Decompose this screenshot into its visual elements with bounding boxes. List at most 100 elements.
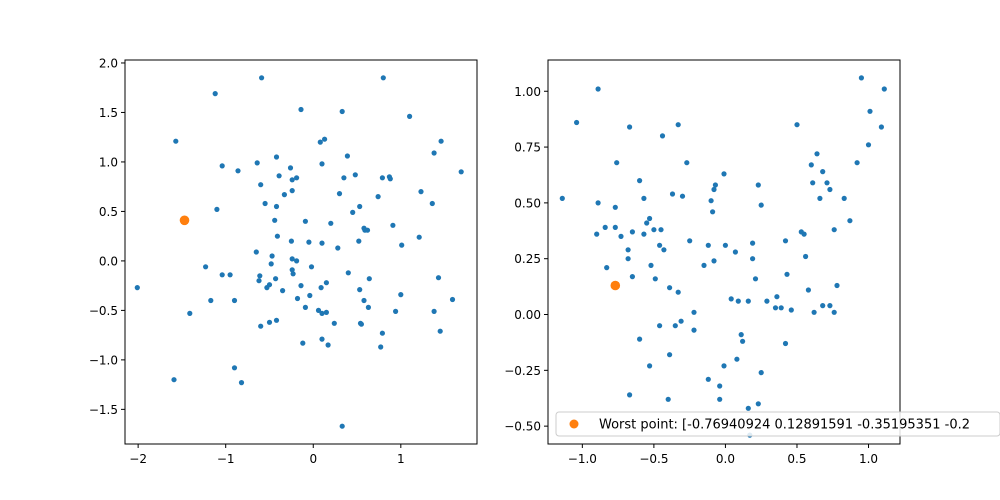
left-scatter-point [288, 238, 294, 244]
left-scatter-point [341, 175, 347, 181]
right-scatter-point [672, 323, 678, 329]
right-scatter-point [834, 282, 840, 289]
left-scatter-point [328, 220, 334, 226]
left-y-tick-label: −1.0 [89, 353, 118, 367]
left-scatter-point [350, 209, 356, 215]
right-scatter-point [625, 256, 631, 262]
right-scatter-point [782, 340, 789, 347]
left-scatter-point [331, 320, 337, 326]
right-scatter-point [594, 231, 600, 237]
right-scatter-point [722, 242, 729, 248]
right-scatter-point [667, 352, 673, 358]
left-scatter-point [365, 304, 371, 310]
right-scatter-point [691, 327, 697, 333]
right-scatter-point [854, 160, 860, 166]
left-scatter-point [380, 75, 386, 81]
left-y-tick-label: 0.0 [99, 254, 118, 268]
right-x-tick-label: 1.0 [859, 452, 878, 466]
left-scatter-point [315, 307, 322, 313]
right-scatter-point [687, 238, 693, 244]
left-scatter-point [281, 192, 287, 198]
left-scatter-point [258, 323, 264, 329]
left-y-tick-label: −1.5 [89, 403, 118, 417]
right-scatter-point [831, 309, 837, 315]
left-scatter-point [254, 160, 260, 166]
right-scatter-point [878, 124, 885, 130]
right-scatter-point [814, 151, 820, 157]
left-y-tick-label: 2.0 [99, 56, 118, 70]
left-y-tick-label: 0.5 [99, 205, 118, 219]
right-scatter-point [675, 289, 681, 295]
right-scatter-point [772, 305, 779, 311]
left-scatter-point [208, 297, 214, 304]
left-scatter-point [300, 340, 306, 346]
left-scatter-point [407, 113, 413, 119]
right-scatter-point [831, 227, 837, 233]
right-scatter-point [841, 195, 847, 201]
right-scatter-point [738, 332, 744, 338]
left-scatter-point [287, 165, 294, 171]
right-scatter-point [627, 124, 633, 130]
left-scatter-point [235, 168, 241, 174]
left-scatter-point [358, 321, 364, 327]
left-scatter-point [352, 172, 358, 178]
left-scatter-point [302, 218, 308, 224]
right-scatter-point [678, 318, 684, 324]
left-scatter-point [398, 292, 404, 298]
left-scatter-point [361, 297, 367, 304]
right-scatter-point [648, 262, 654, 268]
left-scatter-point [272, 217, 278, 223]
right-scatter-point [644, 220, 650, 226]
left-scatter-point [266, 319, 273, 325]
left-scatter-point [339, 423, 345, 429]
legend-label: Worst point: [-0.76940924 0.12891591 -0.… [599, 418, 970, 433]
right-y-tick-label: 1.00 [514, 85, 541, 99]
left-scatter-point [323, 280, 329, 286]
right-scatter-point [824, 180, 830, 186]
right-scatter-point [782, 238, 789, 244]
left-x-tick-label: −1 [217, 452, 235, 466]
right-scatter-point [752, 276, 759, 282]
left-scatter-point [325, 342, 331, 348]
right-scatter-point [810, 180, 816, 186]
left-scatter-point [379, 330, 385, 336]
left-scatter-point [399, 242, 405, 248]
left-scatter-point [418, 189, 424, 195]
right-y-tick-label: 0.75 [514, 141, 541, 155]
left-scatter-point [273, 203, 280, 210]
right-scatter-point [755, 401, 761, 407]
right-scatter-point [712, 182, 719, 188]
right-scatter-point [732, 249, 739, 255]
left-scatter-panel: −2 −1 0 1 −1.5 −1.0 −0.5 0.0 0.5 1.0 1.5 2.0 [89, 56, 478, 466]
right-scatter-point [820, 303, 826, 309]
right-scatter-point [827, 186, 833, 193]
left-scatter-point [273, 154, 280, 160]
left-scatter-point [273, 276, 279, 282]
right-scatter-point [858, 75, 865, 81]
right-x-tick-label: −1.0 [568, 452, 597, 466]
left-scatter-point [238, 380, 245, 386]
left-scatter-point [306, 239, 312, 245]
left-scatter-point [280, 288, 286, 294]
right-scatter-point [778, 305, 784, 311]
left-scatter-point [356, 238, 362, 244]
left-scatter-point [319, 240, 325, 246]
left-scatter-point [364, 227, 371, 233]
right-scatter-point [721, 171, 727, 177]
left-scatter-point [266, 282, 273, 288]
right-scatter-point [750, 256, 756, 262]
left-scatter-point [375, 194, 381, 200]
right-scatter-point [637, 178, 643, 184]
left-scatter-point [262, 200, 268, 207]
left-scatter-point [294, 258, 300, 264]
left-axes-frame [124, 59, 478, 445]
right-axes-frame [547, 59, 901, 445]
right-worst-point [610, 280, 621, 291]
right-scatter-point [559, 195, 565, 201]
right-scatter-point [595, 200, 601, 206]
right-scatter-point [641, 231, 647, 237]
right-scatter-point [758, 370, 764, 376]
left-scatter-point [431, 308, 437, 314]
right-y-tick-label: −0.50 [504, 420, 541, 434]
left-worst-point [179, 215, 190, 226]
